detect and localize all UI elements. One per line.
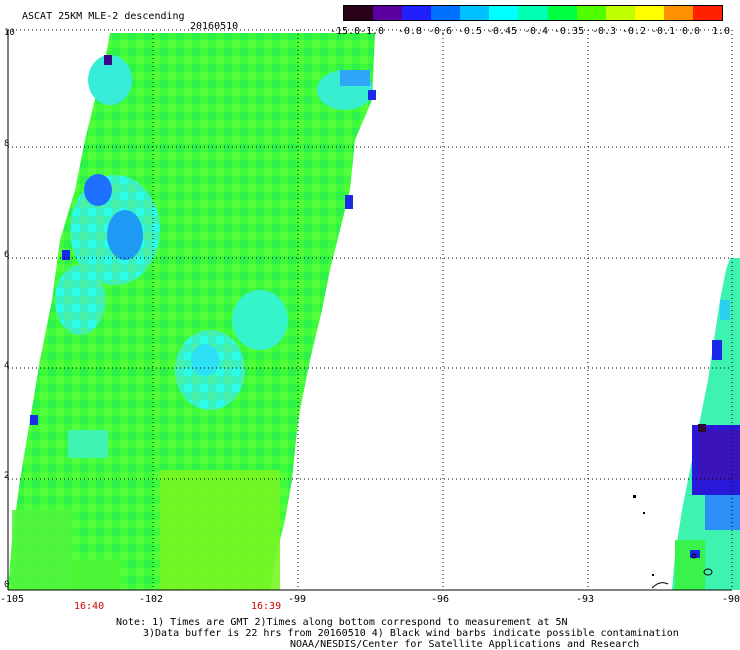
- colorbar-segment: [373, 6, 403, 20]
- map-date: 20160510: [190, 21, 239, 32]
- colorbar-segment: [518, 6, 548, 20]
- coastline: [633, 495, 713, 589]
- y-tick-label: 10: [4, 28, 15, 38]
- note-line-1: Note: 1) Times are GMT 2)Times along bot…: [116, 617, 568, 628]
- colorbar-label: -1.0: [360, 26, 385, 37]
- y-tick-label: 8: [4, 139, 10, 149]
- colorbar-label: -15.0: [330, 26, 361, 37]
- colorbar: [343, 5, 723, 21]
- colorbar-label: -0.3: [592, 26, 617, 37]
- x-tick-label: -102: [139, 594, 164, 605]
- colorbar-label: -0.2: [622, 26, 647, 37]
- grid-lines: [8, 30, 732, 590]
- note-line-3: NOAA/NESDIS/Center for Satellite Applica…: [290, 639, 640, 650]
- colorbar-label: -0.1: [651, 26, 676, 37]
- time-label: 16:40: [74, 601, 105, 612]
- colorbar-label: -0.4: [524, 26, 549, 37]
- colorbar-segment: [402, 6, 432, 20]
- x-tick-label: -93: [576, 594, 595, 605]
- swath-main: [8, 33, 376, 590]
- note-line-2: 3)Data buffer is 22 hrs from 20160510 4)…: [143, 628, 679, 639]
- colorbar-segment: [489, 6, 519, 20]
- colorbar-segment: [605, 6, 635, 20]
- y-tick-label: 6: [4, 250, 10, 260]
- colorbar-segment: [547, 6, 577, 20]
- time-label: 16:39: [251, 601, 282, 612]
- colorbar-label: -0.6: [428, 26, 453, 37]
- y-tick-label: 2: [4, 471, 10, 481]
- y-tick-label: 4: [4, 361, 10, 371]
- colorbar-label: -0.5: [458, 26, 483, 37]
- colorbar-segment: [460, 6, 490, 20]
- colorbar-segment: [431, 6, 461, 20]
- x-tick-label: -105: [0, 594, 25, 605]
- colorbar-label: 1.0: [712, 26, 731, 37]
- colorbar-segment: [663, 6, 693, 20]
- colorbar-label: -0.45: [487, 26, 518, 37]
- colorbar-label: -0.35: [554, 26, 585, 37]
- colorbar-label: 0.0: [682, 26, 701, 37]
- swath-east: [672, 258, 740, 590]
- colorbar-segment: [634, 6, 664, 20]
- colorbar-segment: [692, 6, 723, 20]
- colorbar-label: -0.8: [398, 26, 423, 37]
- map-title: ASCAT 25KM MLE-2 descending: [22, 11, 185, 22]
- colorbar-segment: [344, 6, 374, 20]
- colorbar-segment: [576, 6, 606, 20]
- axis-frame: [7, 29, 733, 591]
- y-tick-label: 0: [4, 580, 10, 590]
- x-tick-label: -96: [431, 594, 450, 605]
- x-tick-label: -90: [722, 594, 740, 605]
- x-tick-label: -99: [288, 594, 307, 605]
